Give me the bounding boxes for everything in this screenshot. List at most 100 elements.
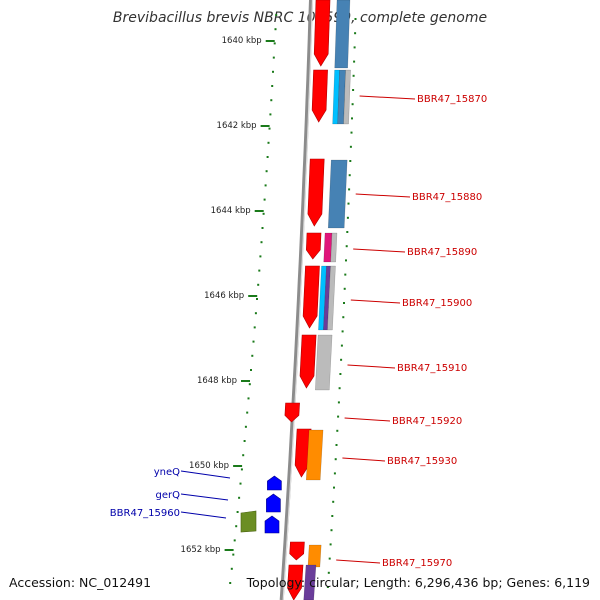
- gene-label: BBR47_15880: [412, 192, 482, 203]
- gene-label: BBR47_15910: [397, 363, 467, 374]
- label-leader-line: [344, 417, 391, 422]
- minor-tick: [272, 70, 274, 73]
- minor-tick-right: [347, 202, 350, 205]
- red-gene-arrow: [307, 158, 325, 227]
- minor-tick-right: [344, 273, 347, 276]
- red-gene-arrow: [289, 541, 305, 561]
- minor-tick: [239, 482, 242, 485]
- minor-tick: [265, 170, 268, 173]
- minor-tick: [250, 369, 252, 371]
- gray-feature: [315, 334, 333, 391]
- minor-tick: [260, 241, 263, 244]
- minor-tick-right: [352, 74, 355, 77]
- kbp-tick-label: 1652 kbp: [181, 545, 221, 555]
- minor-tick: [272, 56, 275, 59]
- minor-tick: [244, 425, 247, 428]
- kbp-tick-label: 1644 kbp: [211, 206, 251, 216]
- minor-tick-right: [330, 529, 333, 532]
- minor-tick: [275, 14, 278, 16]
- minor-tick: [273, 42, 276, 45]
- minor-tick: [243, 440, 246, 442]
- minor-tick-right: [341, 330, 344, 333]
- label-leader-line: [359, 95, 416, 100]
- minor-tick-right: [353, 46, 356, 49]
- backbone-highlight: [282, 0, 314, 600]
- minor-tick-right: [346, 216, 349, 219]
- minor-tick-right: [345, 259, 347, 262]
- minor-tick: [230, 567, 233, 570]
- steelblue-feature: [334, 0, 351, 69]
- minor-tick: [267, 141, 270, 144]
- minor-tick-right: [351, 103, 354, 106]
- minor-tick-right: [348, 188, 351, 191]
- minor-tick: [271, 85, 274, 87]
- gene-features: [240, 0, 351, 600]
- minor-tick-right: [350, 131, 353, 134]
- gene-label: BBR47_15900: [402, 298, 472, 309]
- red-gene-arrow: [305, 232, 322, 260]
- genome-backbone: [279, 0, 314, 600]
- olive-gene: [240, 510, 257, 533]
- gray-feature: [330, 232, 338, 263]
- red-gene-arrow: [284, 402, 300, 423]
- minor-tick-right: [335, 444, 338, 446]
- minor-tick: [251, 354, 254, 357]
- minor-tick-right: [328, 557, 331, 560]
- blue-gene-arrow: [266, 493, 281, 513]
- genome-title: Brevibacillus brevis NBRC 100599, comple…: [112, 10, 488, 26]
- minor-tick-right: [327, 571, 330, 574]
- label-leader-line: [347, 364, 396, 369]
- minor-tick: [261, 227, 264, 229]
- minor-tick: [256, 298, 258, 300]
- red-gene-arrow: [287, 564, 304, 600]
- minor-tick-right: [354, 18, 357, 20]
- accession-text: Accession: NC_012491: [9, 575, 152, 590]
- minor-tick-right: [338, 387, 341, 390]
- minor-tick: [259, 255, 262, 258]
- minor-tick-right: [333, 472, 336, 475]
- gene-label: BBR47_15930: [387, 456, 457, 467]
- minor-tick-right: [353, 60, 356, 63]
- minor-tick: [254, 312, 257, 315]
- minor-tick-right: [336, 429, 339, 432]
- topology-text: Topology: circular; Length: 6,296,436 bp…: [246, 575, 590, 590]
- minor-tick: [270, 99, 273, 102]
- minor-tick: [238, 496, 241, 499]
- purple-feature: [303, 564, 317, 600]
- minor-tick-right: [340, 344, 343, 347]
- minor-tick-right: [348, 174, 351, 177]
- label-leader-line: [342, 457, 386, 462]
- red-gene-arrow: [311, 69, 328, 123]
- minor-tick: [258, 269, 261, 272]
- label-leader-line-left: [180, 493, 229, 501]
- gene-label-left: gerQ: [156, 490, 181, 501]
- red-gene-arrow: [313, 0, 331, 67]
- gene-label-left: yneQ: [154, 467, 180, 478]
- gray-feature: [343, 69, 351, 125]
- minor-tick: [240, 468, 243, 471]
- minor-tick: [274, 28, 277, 31]
- minor-tick: [235, 525, 238, 528]
- label-leader-line: [350, 299, 401, 304]
- minor-tick: [262, 212, 265, 215]
- minor-tick-right: [333, 486, 335, 489]
- minor-tick-right: [329, 543, 332, 546]
- label-leader-line: [353, 248, 406, 253]
- minor-tick: [242, 454, 245, 457]
- minor-tick: [229, 582, 232, 584]
- minor-tick: [246, 411, 249, 414]
- minor-tick-right: [331, 515, 334, 517]
- minor-tick: [236, 511, 239, 513]
- minor-tick-right: [332, 500, 335, 503]
- minor-tick-right: [343, 302, 345, 304]
- minor-tick: [257, 283, 260, 286]
- backbone-line: [279, 0, 313, 600]
- label-leader-line-left: [180, 470, 231, 479]
- gene-label-left: BBR47_15960: [110, 508, 180, 519]
- blue-gene-arrow: [264, 515, 280, 534]
- kbp-tick-label: 1650 kbp: [189, 461, 229, 471]
- minor-ticks: [229, 14, 357, 588]
- orange-feature: [307, 544, 322, 568]
- kbp-tick-label: 1642 kbp: [217, 121, 257, 131]
